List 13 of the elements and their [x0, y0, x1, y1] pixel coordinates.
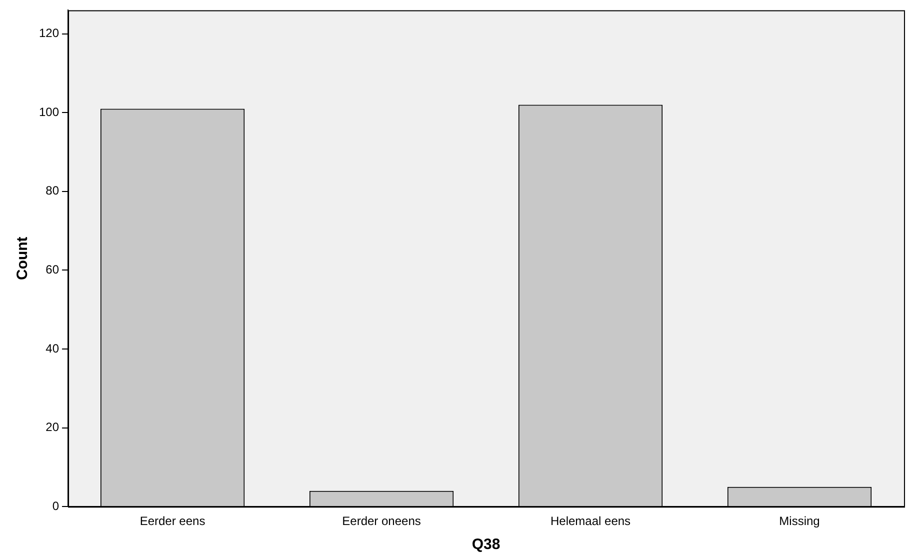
y-tick-label: 80: [46, 184, 60, 198]
y-tick-label: 40: [46, 341, 60, 356]
y-tick-label: 0: [52, 498, 60, 513]
x-tick-label: Helemaal eens: [550, 514, 631, 528]
y-axis-title: Count: [14, 236, 32, 280]
y-tick-label: 120: [38, 26, 60, 40]
y-tick-label: 100: [38, 104, 60, 119]
x-tick-label: Eerder eens: [140, 514, 206, 528]
y-tick-label: 60: [46, 262, 60, 277]
x-axis-title: Q38: [472, 536, 500, 554]
x-tick-label: Missing: [779, 514, 820, 528]
x-tick-label: Eerder oneens: [342, 514, 421, 528]
y-tick-label: 20: [46, 420, 60, 434]
